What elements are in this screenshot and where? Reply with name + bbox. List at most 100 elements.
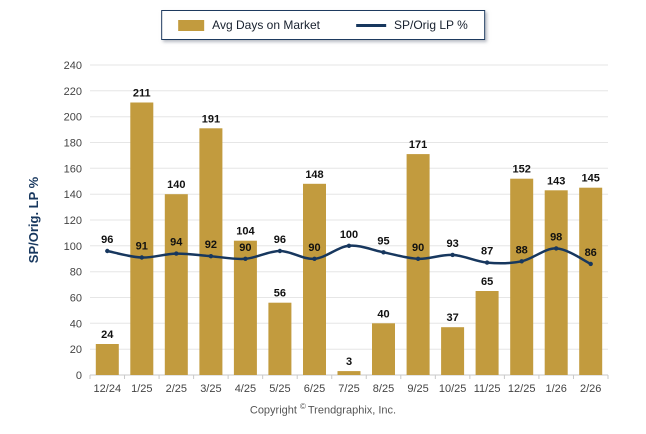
bar xyxy=(303,183,326,375)
svg-text:11/25: 11/25 xyxy=(474,383,501,395)
svg-text:2/26: 2/26 xyxy=(580,383,601,395)
svg-text:5/25: 5/25 xyxy=(269,383,290,395)
svg-text:12/24: 12/24 xyxy=(94,383,122,395)
bar xyxy=(337,371,361,375)
line-point xyxy=(415,256,421,261)
bar xyxy=(199,128,223,375)
copyright-text: Copyright © Trendgraphix, Inc. xyxy=(0,402,646,417)
svg-text:180: 180 xyxy=(64,138,82,150)
svg-text:200: 200 xyxy=(64,112,82,124)
svg-text:88: 88 xyxy=(516,244,528,256)
svg-text:8/25: 8/25 xyxy=(373,383,394,395)
svg-text:90: 90 xyxy=(239,242,251,254)
svg-text:220: 220 xyxy=(64,86,82,98)
line-point xyxy=(554,246,559,251)
line-point xyxy=(381,250,386,255)
y-axis-title: SP/Orig. LP % xyxy=(26,176,41,263)
line-point xyxy=(139,255,144,260)
svg-text:3: 3 xyxy=(346,356,352,368)
svg-text:37: 37 xyxy=(446,312,458,324)
svg-text:148: 148 xyxy=(305,169,323,181)
svg-text:86: 86 xyxy=(585,247,597,259)
svg-text:9/25: 9/25 xyxy=(407,383,428,395)
svg-text:56: 56 xyxy=(274,288,286,300)
svg-text:80: 80 xyxy=(70,267,82,279)
legend-item-bar-series: Avg Days on Market xyxy=(178,18,320,32)
svg-text:1/26: 1/26 xyxy=(545,383,566,395)
line-point xyxy=(105,248,110,254)
svg-text:92: 92 xyxy=(205,239,217,251)
bar xyxy=(233,240,257,375)
line-series-swatch xyxy=(356,23,387,27)
svg-text:143: 143 xyxy=(547,175,565,187)
bars xyxy=(95,102,603,375)
copyright-symbol: © xyxy=(299,402,306,411)
x-axis-ticks xyxy=(89,375,609,379)
legend-item-line-series: SP/Orig LP % xyxy=(356,18,468,32)
line-point xyxy=(208,254,214,259)
svg-text:20: 20 xyxy=(70,344,82,356)
svg-text:145: 145 xyxy=(582,173,600,185)
svg-text:95: 95 xyxy=(377,235,389,247)
bar xyxy=(510,178,534,375)
svg-text:6/25: 6/25 xyxy=(304,383,325,395)
svg-text:87: 87 xyxy=(481,246,493,258)
y-axis-tick-labels: 0 20 40 60 80 100 120 140 160 180 200 220 240 xyxy=(64,60,82,382)
line-point xyxy=(346,243,352,248)
svg-text:12/25: 12/25 xyxy=(508,383,536,395)
svg-text:40: 40 xyxy=(377,308,389,320)
line-point xyxy=(174,251,179,256)
copyright-suffix: Trendgraphix, Inc. xyxy=(307,404,397,417)
svg-text:1/25: 1/25 xyxy=(131,383,152,395)
bar xyxy=(372,323,395,375)
svg-text:90: 90 xyxy=(308,242,320,254)
bar xyxy=(130,102,154,375)
trend-line xyxy=(105,243,593,267)
bar-series-swatch xyxy=(178,19,205,31)
svg-text:140: 140 xyxy=(167,179,185,191)
svg-text:211: 211 xyxy=(133,88,151,100)
svg-text:96: 96 xyxy=(101,234,113,246)
svg-text:171: 171 xyxy=(409,139,427,151)
bar xyxy=(441,327,465,375)
svg-text:152: 152 xyxy=(513,164,531,176)
svg-text:90: 90 xyxy=(412,242,424,254)
bar xyxy=(579,187,603,375)
svg-text:4/25: 4/25 xyxy=(235,383,256,395)
bar xyxy=(544,190,568,375)
x-axis-labels: 12/24 1/25 2/25 3/25 4/25 5/25 6/25 7/25 8/25 9/2… xyxy=(94,383,602,395)
svg-text:160: 160 xyxy=(64,163,82,175)
bar xyxy=(164,194,188,375)
bar-series-label: Avg Days on Market xyxy=(212,18,321,32)
line-value-labels: 96 91 94 92 90 96 90 100 95 90 93 87 88 98 86 xyxy=(101,229,597,259)
svg-text:24: 24 xyxy=(101,329,114,341)
svg-text:120: 120 xyxy=(64,215,82,227)
svg-text:7/25: 7/25 xyxy=(338,383,359,395)
svg-text:100: 100 xyxy=(64,241,82,253)
svg-text:2/25: 2/25 xyxy=(166,383,187,395)
svg-text:40: 40 xyxy=(70,318,82,330)
chart-legend: Avg Days on Market SP/Orig LP % xyxy=(161,10,485,40)
svg-text:96: 96 xyxy=(274,234,286,246)
line-point xyxy=(484,260,490,265)
svg-text:10/25: 10/25 xyxy=(439,383,467,395)
svg-text:91: 91 xyxy=(136,241,148,253)
line-point xyxy=(588,261,593,267)
svg-text:94: 94 xyxy=(170,237,183,249)
svg-text:65: 65 xyxy=(481,276,493,288)
svg-text:98: 98 xyxy=(550,231,562,243)
svg-text:93: 93 xyxy=(446,238,458,250)
copyright-prefix: Copyright xyxy=(249,404,297,417)
line-point xyxy=(519,259,524,264)
bar-value-labels: 24 211 140 191 104 56 148 3 40 171 37 65 152 143 145 xyxy=(101,88,600,369)
line-point xyxy=(312,256,317,261)
line-point xyxy=(450,252,455,258)
svg-text:0: 0 xyxy=(76,370,82,382)
svg-text:100: 100 xyxy=(340,229,358,241)
svg-text:240: 240 xyxy=(64,60,82,72)
bar xyxy=(475,291,499,375)
svg-text:191: 191 xyxy=(202,113,220,125)
line-point xyxy=(277,248,283,254)
